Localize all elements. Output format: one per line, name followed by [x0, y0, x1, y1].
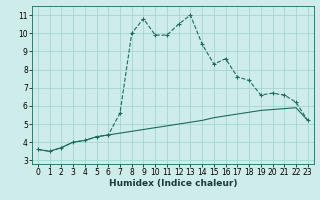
- X-axis label: Humidex (Indice chaleur): Humidex (Indice chaleur): [108, 179, 237, 188]
